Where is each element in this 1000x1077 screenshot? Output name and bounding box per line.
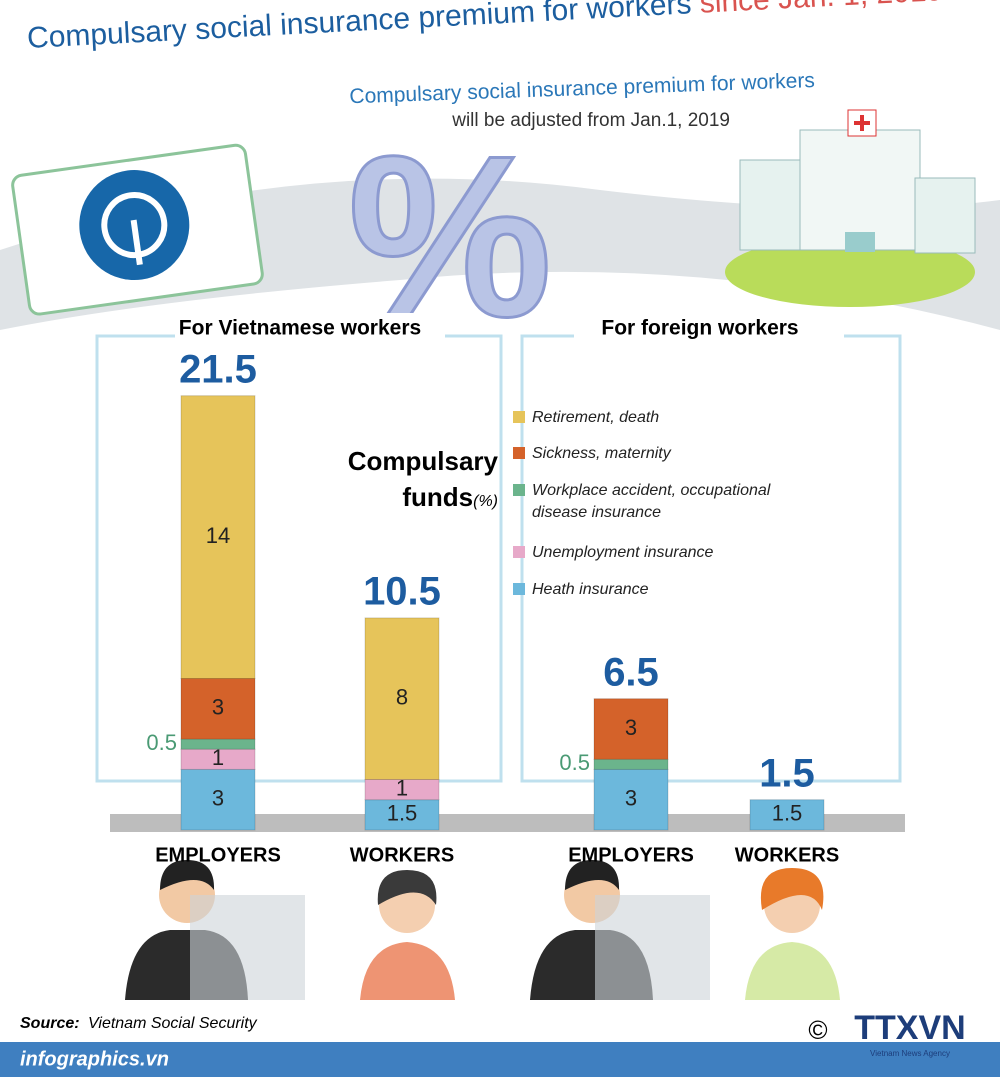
bar-segment <box>180 678 256 740</box>
agency-full: Vietnam News Agency <box>870 1049 950 1058</box>
group-label: For foreign workers <box>601 317 798 340</box>
legend-unit: (%) <box>473 493 498 510</box>
legend-label: Heath insurance <box>532 581 649 598</box>
value-label: 3 <box>212 786 224 811</box>
group-label-bg <box>574 313 844 343</box>
legend-swatch <box>513 484 525 496</box>
value-label: 8 <box>396 685 408 710</box>
category-label: WORKERS <box>350 844 454 866</box>
value-label: 1.5 <box>772 801 803 826</box>
legend-label: Unemployment insurance <box>532 544 714 561</box>
total-label: 10.5 <box>363 569 441 613</box>
total-label: 21.5 <box>179 347 257 391</box>
source: Vietnam Social Security <box>88 1015 258 1032</box>
value-label: 1.5 <box>387 801 418 826</box>
legend-swatch <box>513 411 525 423</box>
bar-segment <box>364 617 440 781</box>
group-label: For Vietnamese workers <box>179 317 421 340</box>
value-label: 3 <box>625 786 637 811</box>
value-label: 3 <box>625 715 637 740</box>
hospital <box>725 109 976 307</box>
value-label: 0.5 <box>146 730 177 755</box>
value-label: 1 <box>396 775 408 800</box>
ground <box>110 814 905 832</box>
bar-segment <box>593 768 669 831</box>
category-label: WORKERS <box>735 844 839 866</box>
legend-swatch <box>513 447 525 459</box>
people <box>125 860 840 1000</box>
subtitle: will be adjusted from Jan.1, 2019 <box>452 110 730 131</box>
bar-segment <box>180 748 256 770</box>
legend-title-block: Compulsary funds(%) <box>316 443 498 520</box>
bar-segment <box>180 768 256 831</box>
site: infographics.vn <box>20 1048 169 1070</box>
total-label: 6.5 <box>603 650 659 694</box>
legend-swatch <box>513 546 525 558</box>
legend-swatch <box>513 583 525 595</box>
footer-bar <box>0 1042 1000 1077</box>
category-label: EMPLOYERS <box>568 844 694 866</box>
legend-label: Workplace accident, occupational disease… <box>532 482 771 521</box>
category-label: EMPLOYERS <box>155 844 281 866</box>
percent-symbol: % <box>348 108 553 365</box>
logo-card <box>11 143 264 316</box>
source-label: Source: <box>20 1015 80 1032</box>
agency: TTXVN <box>854 1009 965 1047</box>
bar-segment <box>180 395 256 679</box>
bar-segment <box>749 799 825 831</box>
value-label: 1 <box>212 745 224 770</box>
legend-title: Compulsary funds <box>347 446 498 512</box>
value-label: 0.5 <box>559 750 590 775</box>
copyright: © <box>808 1015 827 1045</box>
bar-segment <box>180 738 256 750</box>
group-label-bg <box>175 313 445 343</box>
group-frame <box>95 334 503 783</box>
legend-label: Sickness, maternity <box>532 445 671 462</box>
bar-segment <box>593 698 669 760</box>
total-label: 1.5 <box>759 751 815 795</box>
value-label: 14 <box>206 523 230 548</box>
value-label: 3 <box>212 695 224 720</box>
legend-label: Retirement, death <box>532 409 660 426</box>
bar-segment <box>593 758 669 770</box>
